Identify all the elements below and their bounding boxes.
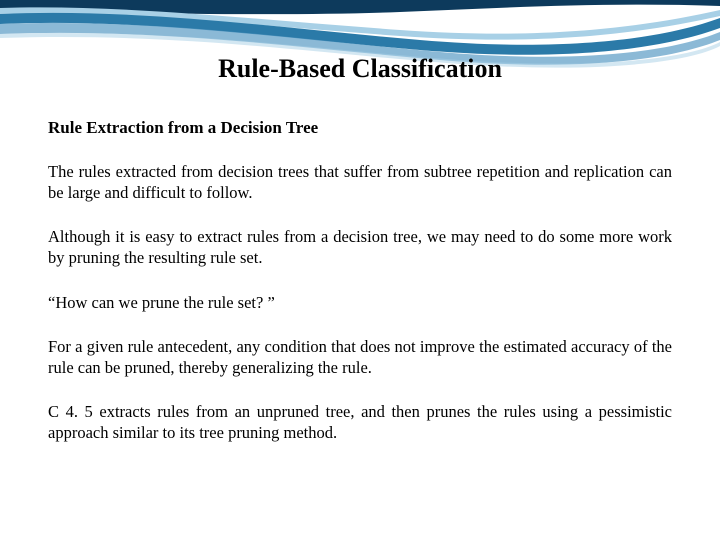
- slide: Rule-Based Classification Rule Extractio…: [0, 0, 720, 540]
- slide-content: Rule Extraction from a Decision Tree The…: [48, 118, 672, 468]
- paragraph: C 4. 5 extracts rules from an unpruned t…: [48, 402, 672, 443]
- slide-subheading: Rule Extraction from a Decision Tree: [48, 118, 672, 138]
- paragraph: “How can we prune the rule set? ”: [48, 293, 672, 314]
- paragraph: The rules extracted from decision trees …: [48, 162, 672, 203]
- paragraph: For a given rule antecedent, any conditi…: [48, 337, 672, 378]
- paragraph: Although it is easy to extract rules fro…: [48, 227, 672, 268]
- slide-title: Rule-Based Classification: [0, 54, 720, 84]
